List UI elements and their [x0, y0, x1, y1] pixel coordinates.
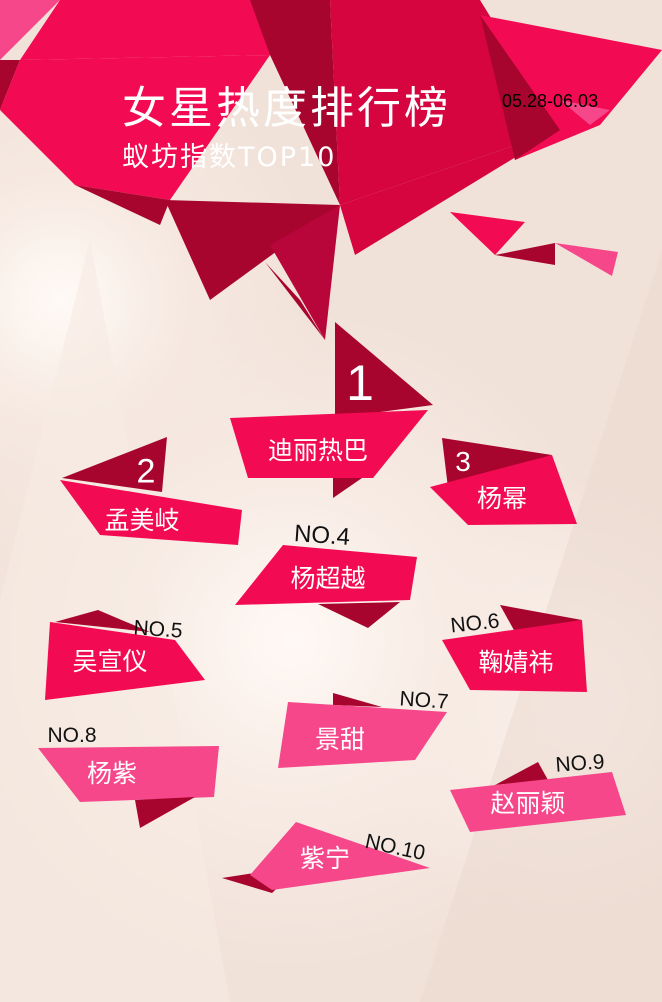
page-title: 女星热度排行榜 — [122, 83, 451, 134]
rank-name-1: 迪丽热巴 — [267, 436, 369, 465]
rank-name-7: 景甜 — [314, 725, 366, 754]
rank-number-5: NO.5 — [132, 616, 184, 643]
rank-number-3: 3 — [455, 446, 471, 477]
date-range: 05.28-06.03 — [502, 91, 599, 111]
rank-number-6: NO.6 — [449, 609, 501, 638]
rank-number-8: NO.8 — [47, 724, 97, 747]
rank-number-1: 1 — [346, 355, 374, 411]
rank-number-2: 2 — [136, 452, 156, 491]
rank-name-10: 紫宁 — [299, 844, 351, 873]
rank-number-9: NO.9 — [554, 750, 606, 777]
rank-name-5: 吴宣仪 — [72, 647, 148, 676]
rank-name-4: 杨超越 — [290, 564, 366, 593]
rank-name-2: 孟美岐 — [104, 506, 180, 535]
rank-name-6: 鞠婧祎 — [478, 648, 554, 677]
rank-name-3: 杨幂 — [476, 484, 528, 513]
rank-number-4: NO.4 — [293, 520, 351, 551]
rank-name-8: 杨紫 — [86, 759, 138, 788]
rank-name-9: 赵丽颖 — [490, 789, 566, 818]
rank-number-7: NO.7 — [398, 687, 450, 714]
page-subtitle: 蚁坊指数TOP10 — [122, 142, 337, 173]
